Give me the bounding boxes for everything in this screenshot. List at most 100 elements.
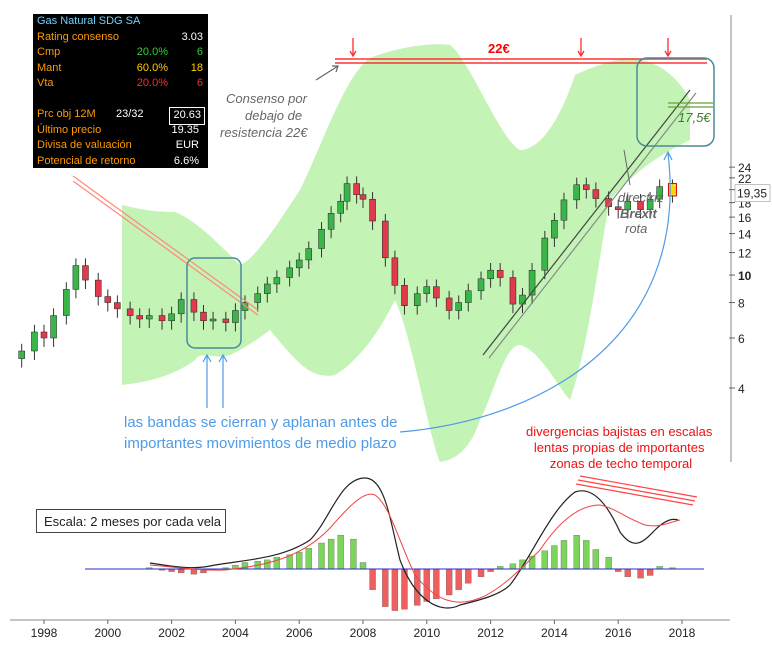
candle-bearish	[614, 206, 622, 210]
macd-bar-negative	[391, 568, 399, 611]
info-vta-count: 6	[196, 77, 203, 89]
candle-bearish	[509, 277, 517, 305]
peak-arrows	[349, 38, 672, 58]
candle-bullish	[327, 213, 335, 230]
info-rating-label: Rating consenso	[37, 30, 119, 43]
blue-arrow-1-head	[202, 353, 212, 363]
candle-bearish	[94, 279, 102, 297]
info-ultimo-value: 19.35	[171, 123, 199, 136]
candle-bullish	[318, 228, 325, 249]
divergence-line-b	[577, 479, 696, 502]
support-label: 17,5€	[678, 110, 711, 125]
divergence-line-1: divergencias bajistas en escalas	[526, 424, 713, 439]
bands-highlight-box	[186, 257, 242, 349]
blue-arrows	[202, 150, 673, 433]
candle-bullish	[551, 219, 558, 239]
candle-bullish	[477, 278, 485, 292]
macd-bar-positive	[264, 559, 271, 570]
candle-bullish	[413, 293, 421, 306]
peak-arrow-2007-head	[349, 50, 357, 58]
candle-bullish	[528, 269, 536, 296]
candle-bearish	[637, 200, 644, 210]
peak-arrow-2015-head	[577, 50, 585, 58]
macd-bar-positive	[573, 535, 580, 570]
consenso-annotation: Consenso por debajo de resistencia 22€	[220, 91, 311, 140]
candle-bullish	[423, 286, 431, 294]
bands-line-2: importantes movimientos de medio plazo	[124, 435, 397, 452]
candle-bullish	[573, 184, 580, 201]
candle-bearish	[605, 198, 612, 208]
blue-arrow-curve-head	[663, 150, 673, 161]
x-tick-label: 2002	[158, 626, 185, 640]
directriz-line-b: Brexit	[620, 206, 658, 221]
macd-bar-positive	[605, 557, 612, 570]
candle-bearish	[353, 183, 360, 195]
macd-bar-negative	[455, 568, 462, 590]
divergence-line-3: zonas de techo temporal	[550, 456, 692, 471]
x-ticks-group: 1998 2000 2002 2004 2006 2008 2010 2012 2014 2016…	[31, 620, 696, 640]
candle-bullish	[337, 200, 344, 214]
macd-bar-negative	[646, 568, 654, 576]
macd-bar-negative	[433, 568, 440, 600]
macd-bar-positive	[592, 549, 600, 570]
candle-bullish	[18, 350, 25, 359]
macd-bar-negative	[465, 568, 472, 584]
candle-bullish	[177, 299, 185, 315]
info-prc-obj-label: Prc obj 12M	[37, 108, 96, 120]
macd-bar-positive	[318, 542, 325, 570]
y-tick-label: 24	[738, 161, 752, 175]
directriz-line-a: directriz	[618, 190, 664, 205]
y-tick-label: 10	[738, 269, 752, 283]
y-tick-label: 4	[738, 382, 745, 396]
info-mant-count: 18	[190, 61, 203, 74]
candle-bullish	[656, 186, 663, 200]
candle-bullish	[254, 293, 261, 303]
info-title: Gas Natural SDG SA	[37, 15, 141, 27]
consenso-line-3: resistencia 22€	[220, 125, 308, 140]
candle-bearish	[583, 184, 590, 190]
info-potencial-label: Potencial de retorno	[37, 154, 136, 167]
macd-bar-positive	[509, 563, 517, 570]
x-tick-label: 2018	[669, 626, 696, 640]
candle-bullish	[519, 294, 526, 305]
macd-bar-positive	[560, 540, 568, 570]
macd-bar-positive	[305, 548, 312, 570]
candle-bearish	[391, 257, 399, 286]
candle-bullish	[241, 302, 249, 311]
candle-bearish	[136, 315, 143, 320]
macd-bar-negative	[178, 568, 185, 574]
candle-bullish	[146, 315, 153, 320]
info-row-cmp: Cmp 20.0% 6	[33, 45, 208, 61]
x-tick-label: 2014	[541, 626, 568, 640]
macd-bar-positive	[359, 562, 367, 570]
divergence-annotation: divergencias bajistas en escalas lentas …	[526, 424, 716, 471]
candle-bullish	[560, 199, 568, 221]
x-tick-label: 1998	[31, 626, 58, 640]
bands-line-1: las bandas se cierran y aplanan antes de	[124, 414, 398, 431]
info-prc-obj-value: 20.63	[169, 107, 205, 125]
candle-bearish	[82, 265, 89, 281]
top-highlight-box	[636, 57, 715, 147]
candle-bullish	[343, 183, 351, 202]
candle-bullish	[286, 267, 293, 278]
blue-arrow-2-head	[218, 353, 228, 363]
info-vta-label: Vta	[37, 77, 54, 89]
info-divisa-value: EUR	[175, 139, 199, 151]
candle-bullish	[232, 310, 239, 323]
directriz-annotation: directriz Brexit rota	[618, 190, 667, 236]
candle-bearish	[401, 285, 408, 306]
candle-bearish	[114, 302, 121, 310]
candle-bullish	[209, 318, 217, 322]
info-row-potencial: Potencial de retorno 6.6%	[33, 154, 208, 170]
x-tick-label: 2016	[605, 626, 632, 640]
x-tick-label: 2004	[222, 626, 249, 640]
candle-bearish	[104, 296, 112, 303]
info-row-ultimo: Último precio 19.35	[33, 123, 208, 139]
info-row-vta: Vta 20.0% 6	[33, 76, 208, 92]
y-tick-label: 8	[738, 297, 745, 311]
x-tick-label: 2010	[413, 626, 440, 640]
x-tick-label: 2006	[286, 626, 313, 640]
macd-bar-negative	[624, 568, 631, 577]
